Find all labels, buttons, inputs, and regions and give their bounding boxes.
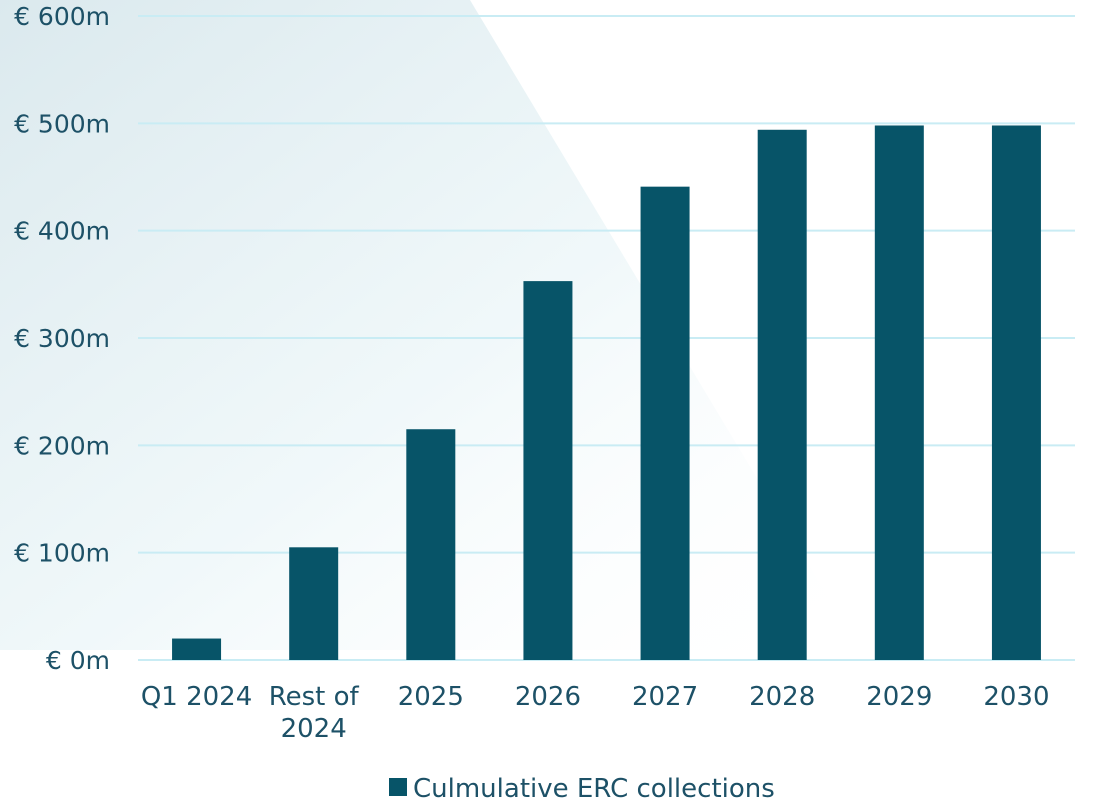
legend-label: Culmulative ERC collections — [413, 774, 775, 801]
y-tick-label: € 100m — [14, 539, 110, 568]
bar — [406, 429, 456, 660]
y-tick-label: € 0m — [46, 646, 110, 675]
x-tick-label: Q1 2024 — [141, 682, 252, 712]
x-tick-label: 2028 — [749, 682, 815, 712]
y-tick-label: € 300m — [14, 324, 110, 353]
bar — [172, 638, 222, 660]
bar — [757, 129, 807, 661]
x-tick-label: 2027 — [632, 682, 698, 712]
y-tick-label: € 200m — [14, 431, 110, 460]
x-tick-label: 2026 — [515, 682, 581, 712]
bar — [289, 547, 339, 660]
bar — [523, 281, 573, 660]
y-tick-label: € 500m — [14, 109, 110, 138]
x-tick-label: 2030 — [983, 682, 1049, 712]
x-tick-label: 2029 — [866, 682, 932, 712]
bar — [640, 186, 690, 660]
legend-swatch — [389, 778, 407, 796]
bars-layer — [172, 125, 1041, 661]
y-axis: € 0m € 100m € 200m € 300m € 400m € 500m € 600m — [14, 2, 110, 675]
x-axis: Q1 2024 Rest of 2024 2025 2026 2027 2028 2029 20… — [141, 682, 1050, 744]
x-tick-label: Rest of 2024 — [269, 682, 360, 744]
legend: Culmulative ERC collections — [389, 774, 775, 801]
bar — [874, 125, 924, 661]
y-tick-label: € 600m — [14, 2, 110, 31]
bar — [991, 125, 1041, 661]
x-tick-label: 2025 — [398, 682, 464, 712]
y-tick-label: € 400m — [14, 217, 110, 246]
